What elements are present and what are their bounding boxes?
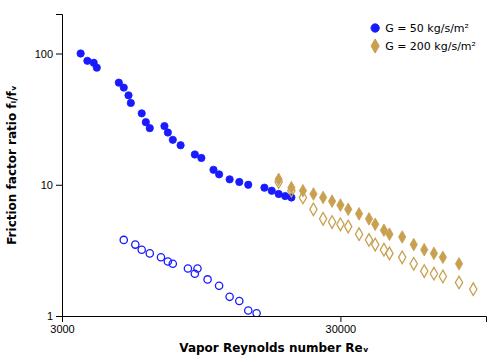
point	[455, 257, 462, 270]
y-tick: 1	[47, 310, 62, 322]
point	[399, 251, 406, 264]
point	[355, 208, 362, 221]
point	[386, 228, 393, 241]
y-axis-line	[56, 15, 63, 317]
point	[355, 228, 362, 241]
point	[198, 154, 205, 161]
x-axis-line	[63, 317, 487, 323]
point	[310, 203, 317, 216]
y-axis-title: Friction factor ratio fᵢ/fᵥ	[5, 85, 19, 245]
y-tick: 100	[35, 48, 62, 60]
chart: 3000 30000 1 10 100 Vapor Reynolds number Reᵥ…	[0, 0, 504, 362]
legend-marker	[371, 39, 379, 53]
legend-label: G = 200 kg/s/m²	[385, 40, 476, 53]
point	[177, 142, 184, 149]
point	[337, 199, 344, 212]
y-tick-mark	[56, 316, 62, 317]
point	[169, 260, 176, 267]
point	[138, 110, 145, 117]
legend: G = 50 kg/s/m² G = 200 kg/s/m²	[371, 22, 476, 53]
point	[288, 184, 295, 197]
point	[125, 92, 132, 99]
point	[120, 236, 127, 243]
series	[275, 176, 477, 296]
point	[275, 176, 282, 189]
point	[337, 218, 344, 231]
y-tick-mark	[56, 54, 62, 55]
point	[328, 195, 335, 208]
y-tick: 10	[41, 179, 62, 191]
point	[372, 238, 379, 251]
point	[439, 251, 446, 264]
point	[146, 250, 153, 257]
legend-item: G = 200 kg/s/m²	[371, 39, 476, 53]
point	[430, 267, 437, 280]
x-axis-title: Vapor Reynolds number Reᵥ	[179, 341, 368, 355]
point	[184, 265, 191, 272]
point	[204, 276, 211, 283]
x-tick-mark	[340, 316, 341, 322]
point	[470, 283, 477, 296]
point	[169, 136, 176, 143]
points	[77, 50, 477, 316]
point	[236, 297, 243, 304]
y-tick-label: 10	[41, 179, 53, 191]
y-tick-label: 1	[47, 310, 53, 322]
y-axis: 1 10 100	[35, 15, 63, 323]
point	[399, 231, 406, 244]
point	[245, 181, 252, 188]
point	[164, 129, 171, 136]
point	[439, 270, 446, 283]
point	[319, 213, 326, 226]
point	[157, 254, 164, 261]
point	[430, 247, 437, 260]
series	[275, 173, 463, 270]
point	[386, 247, 393, 260]
point	[194, 265, 201, 272]
series	[120, 236, 260, 316]
point	[299, 191, 306, 204]
point	[146, 124, 153, 131]
legend-item: G = 50 kg/s/m²	[371, 22, 469, 35]
point	[268, 187, 275, 194]
point	[365, 213, 372, 226]
point	[120, 84, 127, 91]
y-tick-label: 100	[35, 48, 53, 60]
point	[245, 307, 252, 314]
point	[455, 276, 462, 289]
point	[215, 171, 222, 178]
point	[77, 50, 84, 57]
y-tick-mark	[56, 185, 62, 186]
point	[226, 293, 233, 300]
series	[77, 50, 295, 201]
x-tick: 30000	[326, 316, 357, 335]
point	[127, 99, 134, 106]
point	[132, 241, 139, 248]
point	[138, 246, 145, 253]
legend-marker	[371, 24, 379, 32]
x-axis: 3000 30000	[50, 316, 486, 335]
point	[310, 188, 317, 201]
legend-label: G = 50 kg/s/m²	[385, 22, 469, 35]
point	[319, 191, 326, 204]
point	[421, 243, 428, 256]
point	[410, 257, 417, 270]
point	[93, 64, 100, 71]
point	[226, 176, 233, 183]
point	[328, 216, 335, 229]
point	[345, 203, 352, 216]
point	[421, 265, 428, 278]
point	[215, 282, 222, 289]
point	[253, 310, 260, 316]
x-tick-label: 3000	[50, 323, 74, 335]
point	[372, 218, 379, 231]
x-tick-label: 30000	[326, 323, 357, 335]
point	[236, 178, 243, 185]
plot-area: 3000 30000 1 10 100	[35, 15, 487, 335]
x-tick: 3000	[50, 316, 74, 335]
point	[345, 220, 352, 233]
point	[410, 238, 417, 251]
point	[261, 184, 268, 191]
